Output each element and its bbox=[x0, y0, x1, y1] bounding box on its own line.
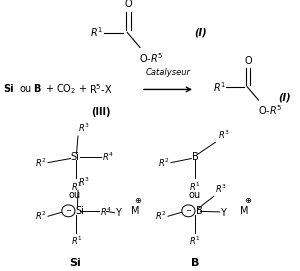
Text: Catalyseur: Catalyseur bbox=[146, 68, 190, 77]
Text: +: + bbox=[45, 85, 53, 94]
Text: ou: ou bbox=[189, 190, 201, 200]
Text: O: O bbox=[244, 56, 252, 66]
Text: B: B bbox=[196, 207, 202, 216]
Text: $R^2$: $R^2$ bbox=[35, 210, 46, 222]
Text: −: − bbox=[185, 208, 191, 214]
Text: $R^4$: $R^4$ bbox=[102, 151, 114, 163]
Text: $R^3$: $R^3$ bbox=[78, 122, 90, 134]
Text: Si: Si bbox=[3, 85, 13, 94]
Text: $R^1$: $R^1$ bbox=[71, 234, 82, 247]
Text: $R^1$: $R^1$ bbox=[71, 180, 82, 193]
Text: $R^1$: $R^1$ bbox=[189, 180, 201, 193]
Text: (I): (I) bbox=[195, 28, 207, 37]
Text: Si: Si bbox=[69, 258, 81, 268]
Text: ⊕: ⊕ bbox=[244, 196, 251, 205]
Text: Y: Y bbox=[116, 208, 122, 218]
Text: (I): (I) bbox=[278, 93, 291, 102]
Text: O-$R^5$: O-$R^5$ bbox=[139, 51, 164, 65]
Text: −: − bbox=[65, 208, 71, 214]
Text: ou: ou bbox=[20, 85, 32, 94]
Text: +: + bbox=[78, 85, 86, 94]
Text: B: B bbox=[33, 85, 40, 94]
Text: $R^3$: $R^3$ bbox=[218, 128, 229, 141]
Text: O: O bbox=[125, 0, 132, 9]
Text: $R^3$: $R^3$ bbox=[215, 183, 227, 195]
Text: $R^3$: $R^3$ bbox=[78, 176, 90, 188]
Text: ou: ou bbox=[69, 190, 81, 200]
Text: Si: Si bbox=[70, 152, 80, 162]
Text: $R^2$: $R^2$ bbox=[158, 156, 170, 169]
Text: $R^2$: $R^2$ bbox=[155, 210, 167, 222]
Text: Y: Y bbox=[220, 208, 226, 218]
Text: R$^5$-X: R$^5$-X bbox=[88, 83, 112, 96]
Text: M: M bbox=[130, 207, 139, 216]
Text: $R^1$: $R^1$ bbox=[213, 80, 226, 93]
Text: O-$R^5$: O-$R^5$ bbox=[258, 103, 282, 117]
Text: $R^4$: $R^4$ bbox=[100, 205, 112, 218]
Text: (III): (III) bbox=[91, 107, 110, 117]
Text: ⊕: ⊕ bbox=[134, 196, 142, 205]
Text: B: B bbox=[192, 152, 198, 162]
Text: $R^1$: $R^1$ bbox=[189, 234, 201, 247]
Text: CO$_2$: CO$_2$ bbox=[56, 83, 76, 96]
Text: $R^2$: $R^2$ bbox=[35, 156, 46, 169]
Text: B: B bbox=[191, 258, 199, 268]
Text: M: M bbox=[240, 207, 248, 216]
Text: $R^1$: $R^1$ bbox=[90, 26, 103, 39]
Text: Si: Si bbox=[76, 207, 85, 216]
